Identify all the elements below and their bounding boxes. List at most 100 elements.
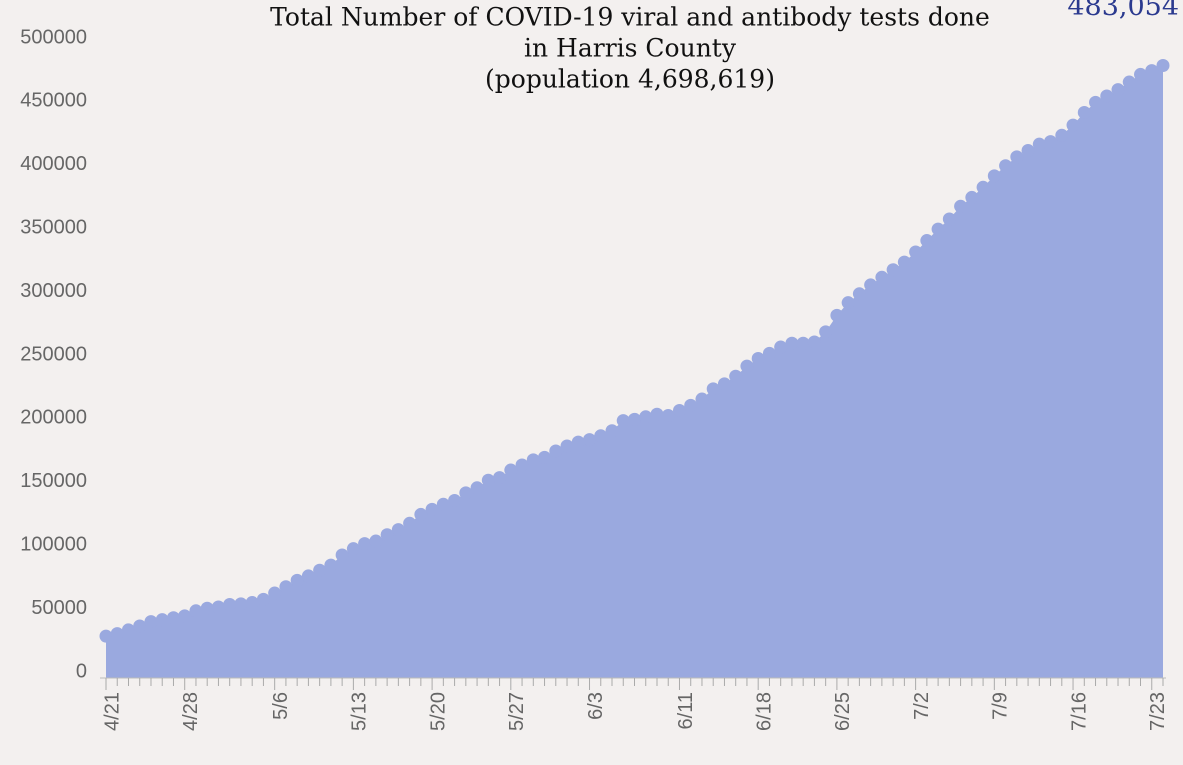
y-tick-label: 0 [76, 660, 87, 682]
point [931, 222, 945, 236]
point [324, 558, 338, 572]
point [234, 597, 248, 611]
point [605, 424, 619, 438]
point [1122, 75, 1136, 89]
point [583, 433, 597, 447]
point [526, 453, 540, 467]
point [549, 444, 563, 458]
point [672, 403, 686, 417]
point [1032, 137, 1046, 151]
point [504, 463, 518, 477]
point [290, 573, 304, 587]
y-tick-label: 300000 [20, 280, 87, 302]
value-label: 483,054 [1067, 0, 1179, 22]
x-tick-label: 6/18 [753, 692, 775, 731]
point [717, 377, 731, 391]
point [1055, 128, 1069, 142]
x-tick-label: 4/21 [101, 692, 123, 731]
point [369, 534, 383, 548]
point [1021, 144, 1035, 158]
point [414, 507, 428, 521]
point [695, 392, 709, 406]
point [279, 580, 293, 594]
x-tick-label: 4/28 [180, 692, 202, 731]
point [616, 414, 630, 428]
point [740, 359, 754, 373]
point [380, 528, 394, 542]
point [560, 439, 574, 453]
point [762, 346, 776, 360]
chart-title: in Harris County [524, 34, 737, 63]
point [841, 296, 855, 310]
chart-title: (population 4,698,619) [485, 65, 775, 94]
point [807, 335, 821, 349]
point [391, 523, 405, 537]
x-tick-label: 7/23 [1147, 692, 1169, 731]
point [706, 382, 720, 396]
point [448, 493, 462, 507]
point [830, 308, 844, 322]
point [875, 270, 889, 284]
point [358, 537, 372, 551]
point [774, 340, 788, 354]
point [155, 613, 169, 627]
x-tick-label: 5/27 [506, 692, 528, 731]
point [211, 600, 225, 614]
point [594, 429, 608, 443]
point [166, 611, 180, 625]
point [650, 407, 664, 421]
point [864, 278, 878, 292]
y-tick-label: 400000 [20, 153, 87, 175]
x-tick-label: 6/3 [585, 692, 607, 720]
point [1156, 58, 1170, 72]
point [301, 569, 315, 583]
point [785, 336, 799, 350]
point [538, 450, 552, 464]
point [909, 245, 923, 259]
point [459, 486, 473, 500]
point [954, 199, 968, 213]
point [223, 597, 237, 611]
point [684, 398, 698, 412]
point [335, 548, 349, 562]
point [965, 190, 979, 204]
point [493, 471, 507, 485]
x-tick-label: 7/16 [1068, 692, 1090, 731]
y-tick-label: 150000 [20, 470, 87, 492]
point [403, 516, 417, 530]
x-tick-label: 7/9 [990, 692, 1012, 720]
point [639, 410, 653, 424]
x-tick-label: 7/2 [911, 692, 933, 720]
point [729, 369, 743, 383]
point [976, 180, 990, 194]
point [852, 287, 866, 301]
y-tick-label: 450000 [20, 90, 87, 112]
point [897, 255, 911, 269]
point [110, 627, 124, 641]
point [470, 481, 484, 495]
point [628, 412, 641, 426]
y-tick-label: 100000 [20, 533, 87, 555]
y-tick-label: 350000 [20, 216, 87, 238]
point [121, 623, 135, 637]
point [1100, 89, 1114, 103]
point [144, 615, 158, 629]
point [178, 609, 192, 623]
y-tick-label: 250000 [20, 343, 87, 365]
point [99, 629, 113, 643]
point [1066, 118, 1080, 132]
point [133, 619, 147, 633]
point [481, 473, 495, 487]
point [1134, 67, 1148, 81]
point [189, 604, 203, 618]
point [200, 601, 214, 615]
point [425, 502, 439, 516]
point [1010, 150, 1024, 164]
x-tick-label: 5/13 [349, 692, 371, 731]
point [999, 159, 1013, 173]
chart-title: Total Number of COVID-19 viral and antib… [270, 3, 990, 32]
y-tick-label: 500000 [20, 26, 87, 48]
point [920, 234, 934, 248]
